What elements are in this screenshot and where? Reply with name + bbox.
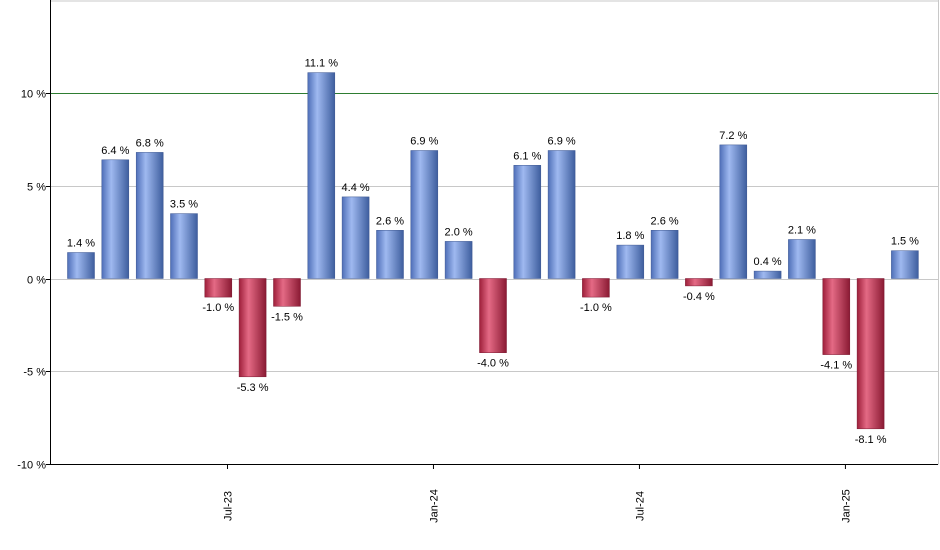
bar — [891, 250, 919, 279]
bar — [582, 278, 610, 298]
bar-value-label: 6.1 % — [513, 150, 541, 162]
bar-value-label: 2.6 % — [651, 215, 679, 227]
bar-value-label: 6.9 % — [410, 136, 438, 148]
bar-value-label: 3.5 % — [170, 199, 198, 211]
y-tick-label: 0 % — [27, 275, 46, 287]
bar — [238, 278, 267, 378]
bar — [616, 244, 645, 279]
bar-value-label: -0.4 % — [683, 291, 715, 303]
x-tick-label: Jul-23 — [222, 491, 234, 521]
bar-value-label: 2.1 % — [788, 225, 816, 237]
bar — [513, 165, 542, 279]
bar-labels: 1.4 % 6.4 % 6.8 % 3.5 % -1.0 % -5.3 % -1.5 % 11… — [67, 58, 919, 446]
y-axis-ticks: 10 % 5 % 0 % -5 % -10 % — [17, 89, 50, 472]
bar — [444, 241, 473, 279]
bar — [135, 152, 164, 279]
bars — [67, 72, 919, 430]
bar-value-label: 4.4 % — [342, 182, 370, 194]
bar-value-label: 1.8 % — [616, 230, 644, 242]
bar — [753, 270, 782, 279]
bar — [719, 144, 748, 279]
bar-value-label: -1.5 % — [271, 311, 303, 323]
bar — [410, 150, 439, 279]
bar-value-label: 11.1 % — [305, 58, 339, 70]
bar-value-label: -1.0 % — [580, 302, 612, 314]
x-tick-label: Jan-25 — [840, 489, 852, 523]
bar-value-label: 1.4 % — [67, 238, 95, 250]
x-tick-label: Jul-24 — [634, 491, 646, 521]
bar — [650, 230, 679, 279]
bar-value-label: 6.8 % — [136, 137, 164, 149]
bar — [204, 278, 233, 298]
bar — [101, 159, 130, 279]
bar-value-label: 2.0 % — [445, 226, 473, 238]
bar-value-label: -4.1 % — [820, 360, 852, 372]
bar-value-label: -4.0 % — [477, 358, 509, 370]
bar — [685, 278, 713, 287]
bar-value-label: 7.2 % — [719, 130, 747, 142]
bar — [856, 278, 885, 430]
y-tick-label: 10 % — [21, 89, 46, 101]
bar-value-label: -8.1 % — [855, 434, 887, 446]
bar — [822, 278, 851, 355]
axes — [50, 0, 939, 465]
bar-value-label: 6.4 % — [101, 145, 129, 157]
y-tick-label: -10 % — [17, 460, 46, 472]
x-tick-label: Jan-24 — [428, 489, 440, 523]
y-tick-label: 5 % — [27, 182, 46, 194]
bar — [307, 72, 336, 279]
bar-value-label: 1.5 % — [891, 236, 919, 248]
bar — [273, 278, 301, 307]
bar-value-label: 6.9 % — [548, 136, 576, 148]
bar-value-label: -5.3 % — [237, 382, 269, 394]
bar — [170, 213, 198, 279]
bar-value-label: 2.6 % — [376, 215, 404, 227]
y-tick-label: -5 % — [23, 367, 46, 379]
bar — [376, 230, 404, 279]
bar — [67, 252, 95, 279]
bar — [341, 196, 370, 279]
x-axis-ticks: Jul-23 Jan-24 Jul-24 Jan-25 — [222, 464, 852, 523]
bar — [547, 150, 576, 279]
bar — [788, 239, 816, 279]
bar-value-label: -1.0 % — [202, 302, 234, 314]
bar — [479, 278, 507, 353]
bar-value-label: 0.4 % — [754, 256, 782, 268]
